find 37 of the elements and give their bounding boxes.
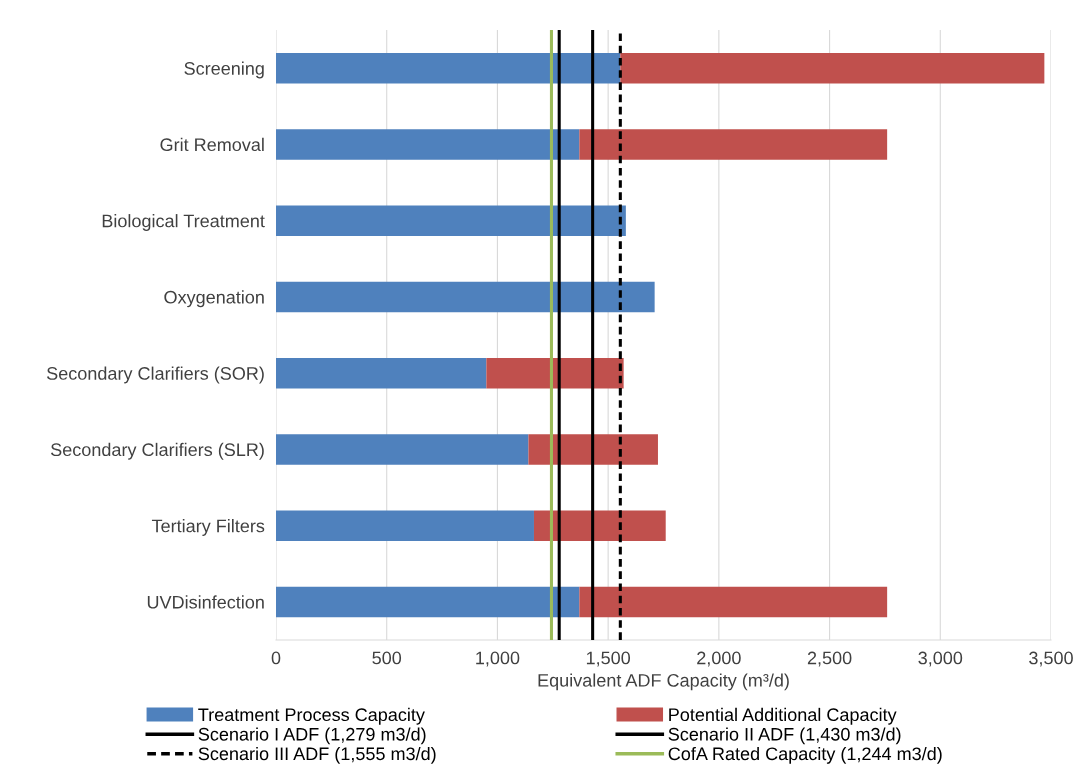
bar bbox=[276, 434, 529, 465]
x-axis-title: Equivalent ADF Capacity (m³/d) bbox=[538, 673, 789, 691]
x-tick-label: 3,500 bbox=[1029, 651, 1073, 667]
bar bbox=[276, 205, 626, 236]
bar bbox=[276, 510, 534, 541]
bar bbox=[579, 129, 888, 160]
x-tick-label: 2,500 bbox=[807, 651, 852, 667]
legend-label: CofA Rated Capacity (1,244 m3/d) bbox=[668, 746, 942, 764]
y-tick-label: Secondary Clarifiers (SOR) bbox=[46, 366, 264, 384]
bar bbox=[276, 129, 580, 160]
bar bbox=[486, 357, 624, 389]
legend-label: Potential Additional Capacity bbox=[669, 707, 897, 725]
legend-label: Scenario I ADF (1,279 m3/d) bbox=[198, 727, 426, 745]
y-tick-label: Tertiary Filters bbox=[151, 519, 265, 536]
legend-label: Treatment Process Capacity bbox=[198, 707, 425, 725]
bar bbox=[620, 52, 1045, 84]
x-tick-label: 3,000 bbox=[918, 651, 963, 667]
bar bbox=[533, 510, 666, 541]
bar bbox=[528, 434, 658, 465]
x-tick-label: 0 bbox=[271, 651, 281, 665]
legend-label: Scenario II ADF (1,430 m3/d) bbox=[668, 727, 901, 745]
x-tick-label: 1,000 bbox=[476, 651, 520, 667]
y-tick-label: Biological Treatment bbox=[102, 214, 265, 231]
bar bbox=[579, 586, 888, 618]
x-tick-label: 2,000 bbox=[697, 651, 741, 667]
x-tick-label: 1,500 bbox=[586, 651, 631, 667]
x-tick-label: 500 bbox=[372, 651, 402, 665]
y-tick-label: Screening bbox=[184, 61, 264, 79]
legend-label: Scenario III ADF (1,555 m3/d) bbox=[198, 746, 436, 764]
bar bbox=[276, 281, 655, 313]
bar bbox=[276, 52, 621, 84]
y-tick-label: UVDisinfection bbox=[147, 595, 264, 609]
y-tick-label: Grit Removal bbox=[160, 137, 264, 152]
bar bbox=[276, 357, 487, 389]
y-tick-label: Oxygenation bbox=[164, 290, 264, 308]
bar bbox=[276, 586, 580, 618]
y-tick-label: Secondary Clarifiers (SLR) bbox=[50, 442, 264, 460]
